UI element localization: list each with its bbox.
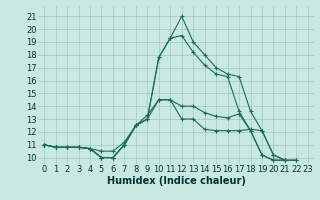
X-axis label: Humidex (Indice chaleur): Humidex (Indice chaleur) [107,176,245,186]
